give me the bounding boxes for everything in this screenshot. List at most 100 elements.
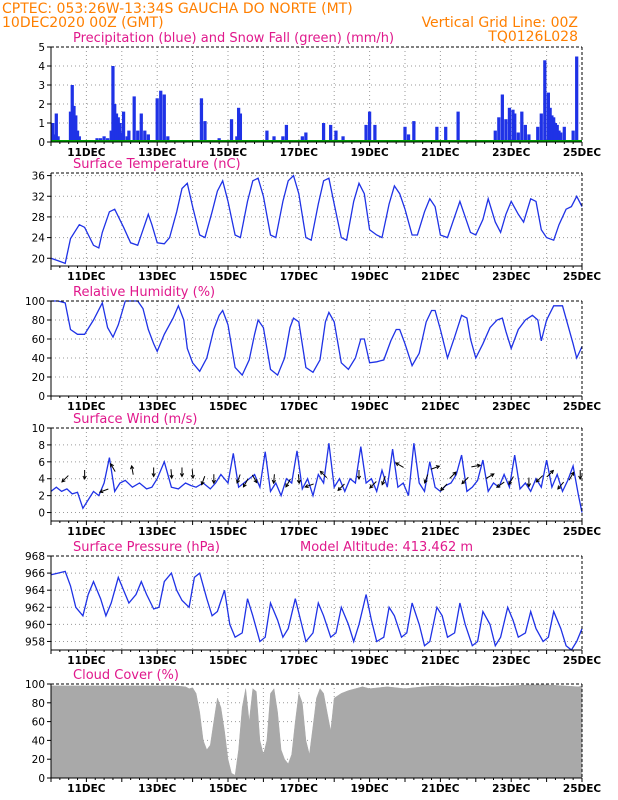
precip-bar: [125, 136, 129, 142]
precip-bar: [546, 92, 550, 142]
wind-arrow-head: [394, 462, 400, 467]
wind-xtick-label: 19DEC: [350, 526, 389, 538]
precip-bar: [102, 136, 106, 142]
rh-ytick-label: 80: [32, 315, 45, 327]
wind-arrow-head: [369, 484, 374, 489]
temp-ytick-label: 28: [32, 212, 45, 224]
wind-arrow-shaft: [369, 481, 377, 489]
precip-bar: [159, 90, 163, 142]
pressure-ytick-label: 960: [25, 619, 45, 631]
wind-arrow: [169, 469, 174, 480]
precip-bar: [504, 119, 508, 142]
header-grid-note: Vertical Grid Line: 00Z: [422, 15, 578, 31]
precip-bar: [559, 132, 563, 142]
wind-arrow-shaft: [424, 474, 429, 484]
wind-arrow: [61, 475, 69, 483]
wind-arrow-shaft: [449, 471, 457, 479]
precip-bar: [111, 66, 115, 142]
wind-arrow: [110, 462, 116, 472]
wind-ytick-label: 2: [38, 491, 45, 503]
wind-arrow: [461, 476, 469, 485]
precip-bar: [552, 117, 556, 142]
pressure-xtick-label: 11DEC: [67, 655, 106, 667]
wind-ytick-label: 8: [38, 440, 45, 452]
precip-bar: [513, 113, 517, 142]
precip-bar: [555, 124, 559, 142]
wind-arrow-shaft: [320, 470, 328, 479]
precip-xtick-label: 17DEC: [280, 147, 319, 159]
wind-arrow-head: [200, 481, 205, 486]
wind-arrow: [557, 481, 565, 490]
wind-arrow-shaft: [568, 472, 575, 481]
precip-bar: [272, 136, 276, 142]
wind-title: Surface Wind (m/s): [73, 412, 197, 427]
rh-ytick-label: 40: [32, 353, 45, 365]
precip-bar: [523, 124, 527, 142]
wind-arrow: [319, 470, 328, 479]
cloud-xtick-label: 11DEC: [67, 783, 106, 795]
wind-xtick-label: 25DEC: [563, 526, 602, 538]
wind-arrow-shaft: [557, 481, 565, 490]
temp-title: Surface Temperature (nC): [73, 157, 241, 172]
precip-bar: [56, 136, 60, 142]
rh-xtick-label: 19DEC: [350, 401, 389, 413]
wind-arrow-head: [557, 485, 562, 490]
precip-bar: [516, 132, 520, 142]
wind-arrow: [369, 481, 377, 489]
temp-xtick-label: 15DEC: [209, 271, 248, 283]
cloud-xtick-label: 23DEC: [492, 783, 531, 795]
precip-bar: [52, 134, 57, 142]
rh-series-line: [51, 300, 583, 377]
precip-bar: [118, 123, 122, 142]
precip-bar: [116, 117, 120, 142]
pressure-ytick-label: 962: [25, 602, 45, 614]
precip-bar: [203, 121, 207, 142]
wind-arrow-head: [296, 479, 302, 485]
rh-title: Relative Humidity (%): [73, 285, 215, 300]
wind-arrow: [211, 474, 216, 485]
wind-arrow-shaft: [496, 481, 505, 488]
precip-bar: [557, 130, 561, 142]
cloud-ytick-label: 80: [32, 698, 45, 710]
precip-xtick-label: 15DEC: [209, 147, 248, 159]
rh-xtick-label: 23DEC: [492, 401, 531, 413]
wind-arrow-head: [179, 473, 185, 478]
cloud-title: Cloud Cover (%): [73, 668, 179, 683]
wind-arrow-head: [337, 486, 342, 492]
precip-bar: [238, 113, 243, 142]
wind-arrow-head: [319, 470, 324, 475]
wind-arrow-shaft: [461, 476, 469, 484]
wind-arrow: [535, 475, 544, 483]
wind-arrow: [200, 476, 206, 486]
wind-arrow-shaft: [471, 464, 481, 468]
precip-bar: [403, 126, 407, 142]
wind-arrow-shaft: [191, 469, 194, 479]
precip-bar: [571, 130, 575, 142]
wind-arrow: [546, 469, 555, 478]
wind-arrow-head: [98, 489, 104, 494]
wind-arrow: [508, 476, 514, 486]
rh-ytick-label: 0: [38, 391, 45, 403]
precip-bar: [235, 136, 239, 142]
precip-bar: [553, 123, 558, 142]
wind-arrow-head: [535, 478, 540, 483]
temp-xtick-label: 23DEC: [492, 271, 531, 283]
precip-bar: [511, 109, 515, 142]
temp-xtick-label: 11DEC: [67, 271, 106, 283]
pressure-xtick-label: 23DEC: [492, 655, 531, 667]
precip-bar: [456, 111, 460, 142]
precip-xtick-label: 13DEC: [138, 147, 177, 159]
precip-bar: [329, 124, 333, 142]
pressure-ytick-label: 964: [25, 585, 45, 597]
rh-ytick-label: 20: [32, 372, 45, 384]
wind-arrow-head: [452, 471, 457, 476]
rh-xtick-label: 11DEC: [67, 401, 106, 413]
cloud-xtick-label: 15DEC: [209, 783, 248, 795]
pressure-xtick-label: 15DEC: [209, 655, 248, 667]
precip-bar: [132, 96, 136, 142]
precip-bar: [166, 136, 170, 142]
precip-bar: [539, 113, 543, 142]
precip-bar: [520, 111, 524, 142]
precip-ytick-label: 3: [38, 80, 45, 92]
